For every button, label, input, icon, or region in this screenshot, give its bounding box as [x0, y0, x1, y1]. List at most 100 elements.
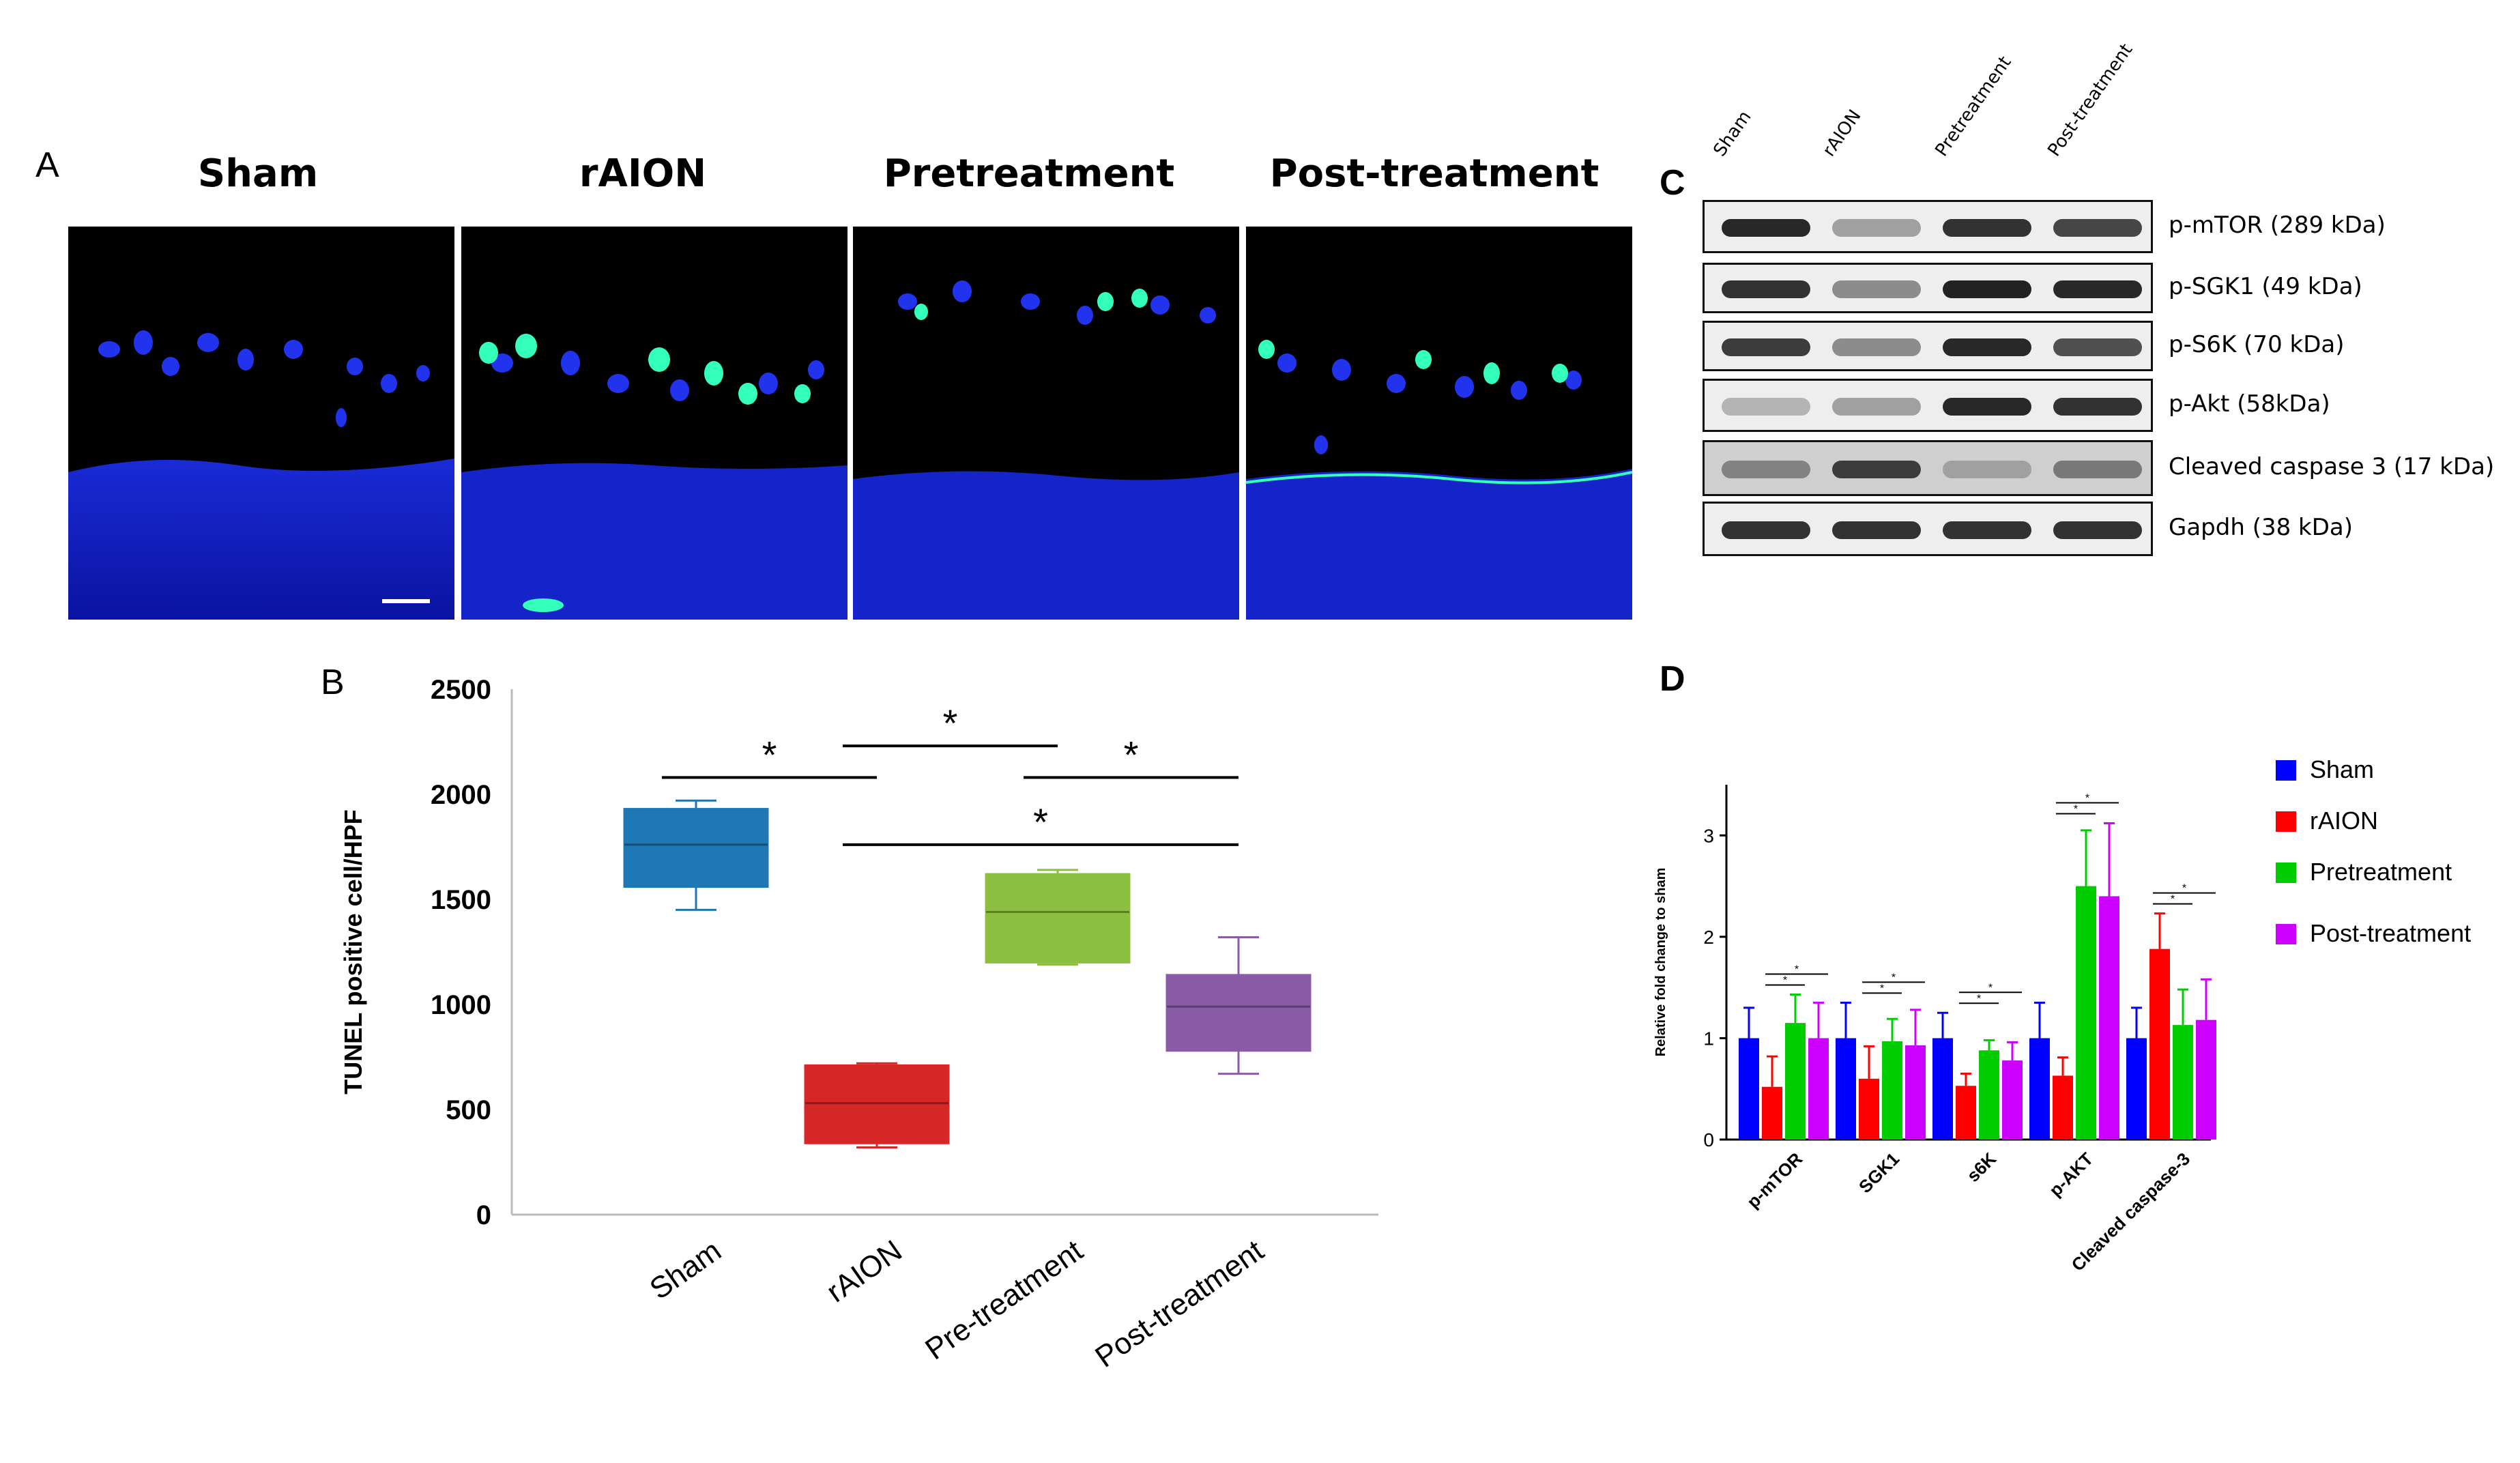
lane-label-1: rAION [1819, 106, 1866, 160]
blot-row-3 [1703, 379, 2153, 432]
blot-band [2053, 398, 2142, 416]
chart-d-legend-label: Sham [2310, 755, 2374, 783]
micrograph-raion-image [461, 334, 848, 620]
chart-d-bar [2076, 886, 2096, 1140]
panel-b-letter: B [321, 663, 345, 702]
micrograph-post-treatment-image [1246, 340, 1632, 620]
chart-d-bar [1956, 1086, 1976, 1140]
chart-b-y-label: TUNEL positive cell/HPF [339, 809, 367, 1094]
micrograph-sham [68, 227, 454, 620]
lane-label-3: Post-treatment [2044, 40, 2137, 160]
chart-d-bar [2126, 1038, 2147, 1140]
blot-band [2053, 461, 2142, 478]
blot-row-4 [1703, 440, 2153, 496]
chart-b-sig-star-3: * [1033, 800, 1048, 843]
chart-d-bar [2173, 1025, 2193, 1140]
chart-d-bar [1905, 1045, 1926, 1140]
chart-d-y-tick: 3 [1703, 825, 1714, 846]
blot-band [1832, 219, 1921, 237]
blot-band [1943, 338, 2031, 356]
chart-d-x-tick: s6K [1963, 1148, 2000, 1186]
chart-d-sig-star: * [2074, 803, 2078, 815]
chart-b-y-tick: 1500 [431, 885, 491, 915]
chart-b-y-tick: 0 [476, 1200, 491, 1230]
chart-b-box-0 [623, 799, 769, 911]
chart-d-sig-star: * [2171, 894, 2175, 906]
blot-band [1722, 280, 1810, 298]
blot-band [1722, 338, 1810, 356]
lane-label-2: Pretreatment [1931, 53, 2016, 160]
chart-d-legend-swatch [2276, 811, 2296, 832]
chart-b-box-3 [1165, 936, 1312, 1075]
chart-b-box-rect [985, 873, 1131, 964]
blot-row-1 [1703, 263, 2153, 313]
chart-b-box-2 [985, 869, 1131, 966]
chart-d-sig-star: * [1783, 975, 1787, 987]
chart-b-svg: 0 500 1000 1500 2000 2500 TUNEL positive cell/… [339, 675, 1378, 1374]
chart-d-svg: 0 1 2 3 Relative fold change to sham p-mTOR SG… [1653, 755, 2471, 1275]
blot-band [1943, 461, 2031, 478]
blot-band [1943, 398, 2031, 416]
chart-d-bar [1932, 1038, 1953, 1140]
blot-band [2053, 280, 2142, 298]
blot-row-2 [1703, 321, 2153, 371]
chart-d-bar [2196, 1019, 2216, 1140]
chart-d-y-tick: 0 [1703, 1129, 1714, 1150]
chart-d-bar [1979, 1050, 1999, 1140]
blot-band [1722, 521, 1810, 539]
chart-d-legend-swatch [2276, 760, 2296, 781]
chart-b-y-tick: 1000 [431, 990, 491, 1020]
blot-band [2053, 521, 2142, 539]
chart-d-x-tick: p-mTOR [1743, 1148, 1807, 1213]
chart-d-bar [1808, 1038, 1829, 1140]
blot-band [1722, 398, 1810, 416]
lane-label-0: Sham [1709, 106, 1756, 160]
panel-c-letter: C [1660, 163, 1685, 203]
chart-d-legend-swatch [2276, 924, 2296, 944]
chart-b-y-tick: 2500 [431, 675, 491, 705]
chart-d-y-tick: 2 [1703, 927, 1714, 948]
chart-d-sig-star: * [1892, 972, 1896, 983]
micrograph-sham-image [68, 330, 454, 620]
chart-d-bar [2053, 1075, 2073, 1140]
chart-d-bar [2002, 1060, 2023, 1140]
chart-d-bar [1859, 1078, 1879, 1140]
chart-d-legend-swatch [2276, 863, 2296, 883]
chart-b-x-tick: Sham [643, 1234, 727, 1306]
blot-band [1832, 521, 1921, 539]
blot-band [1943, 521, 2031, 539]
panel-a-label-raion: rAION [579, 151, 707, 196]
chart-d-bar [2149, 948, 2170, 1140]
blot-band [2053, 338, 2142, 356]
blot-band [1832, 280, 1921, 298]
chart-d-legend-label: Post-treatment [2310, 919, 2471, 947]
chart-b-box-rect [1165, 974, 1312, 1052]
blot-band [1722, 219, 1810, 237]
blot-row-label: p-Akt (58kDa) [2169, 390, 2330, 418]
micrograph-raion [461, 227, 848, 620]
chart-d-y-label: Relative fold change to sham [1653, 868, 1668, 1057]
chart-d-legend-label: rAION [2310, 807, 2378, 835]
blot-row-0 [1703, 200, 2153, 253]
chart-d-sig-star: * [1795, 964, 1799, 976]
chart-d-bar [1882, 1041, 1902, 1140]
micrograph-pretreatment-image [853, 280, 1239, 620]
chart-b-y-tick: 2000 [431, 780, 491, 810]
chart-d-x-tick: p-AKT [2045, 1148, 2097, 1200]
blot-band [1943, 280, 2031, 298]
blot-band [2053, 219, 2142, 237]
chart-d-y-tick: 1 [1703, 1028, 1714, 1049]
chart-b-x-tick: Pre-treatment [919, 1234, 1088, 1366]
panel-a-label-pretreatment: Pretreatment [883, 151, 1175, 196]
blot-row-label: Gapdh (38 kDa) [2169, 514, 2354, 541]
chart-b-x-tick: rAION [821, 1234, 908, 1309]
blot-row-label: p-S6K (70 kDa) [2169, 331, 2345, 358]
chart-b-box-1 [804, 1062, 950, 1148]
blot-band [1832, 461, 1921, 478]
chart-d-bar [1785, 1023, 1806, 1140]
chart-d-bar [1762, 1086, 1782, 1140]
chart-b-box-rect [804, 1064, 950, 1144]
blot-band [1832, 398, 1921, 416]
chart-d-x-tick: SGK1 [1855, 1148, 1903, 1197]
blot-row-label: Cleaved caspase 3 (17 kDa) [2169, 453, 2495, 480]
